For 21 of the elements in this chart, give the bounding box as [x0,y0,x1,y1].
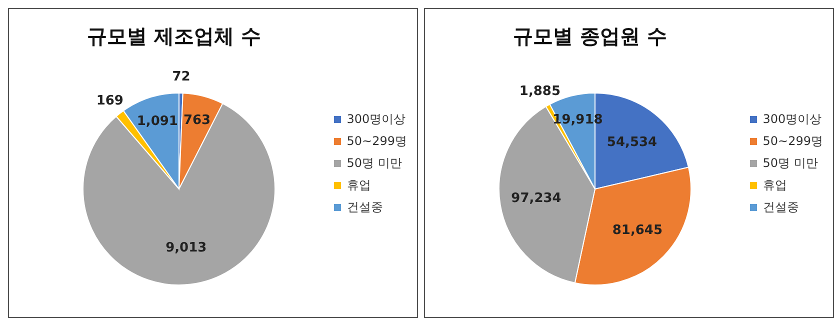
chart-title: 규모별 제조업체 수 [86,23,262,50]
data-label: 81,645 [612,223,663,238]
data-label: 763 [183,112,211,128]
data-label: 9,013 [166,240,207,256]
legend-label: 300명이상 [346,111,406,128]
legend-label: 건설중 [762,199,799,216]
legend-label: 건설중 [346,199,383,216]
data-label: 97,234 [511,191,562,206]
data-label: 1,885 [519,84,561,99]
legend-label: 휴업 [762,177,787,194]
legend-label: 50명 미만 [762,155,818,172]
data-label: 169 [96,93,124,108]
legend-label: 50명 미만 [346,155,402,172]
data-label: 54,534 [606,134,658,150]
chart-title: 규모별 종업원 수 [512,23,668,50]
data-label: 72 [172,70,190,85]
legend-label: 300명이상 [762,111,822,128]
legend-label: 50~299명 [762,133,823,150]
data-label: 1,091 [136,114,178,129]
legend-label: 50~299명 [346,133,407,150]
legend-label: 휴업 [346,177,371,194]
